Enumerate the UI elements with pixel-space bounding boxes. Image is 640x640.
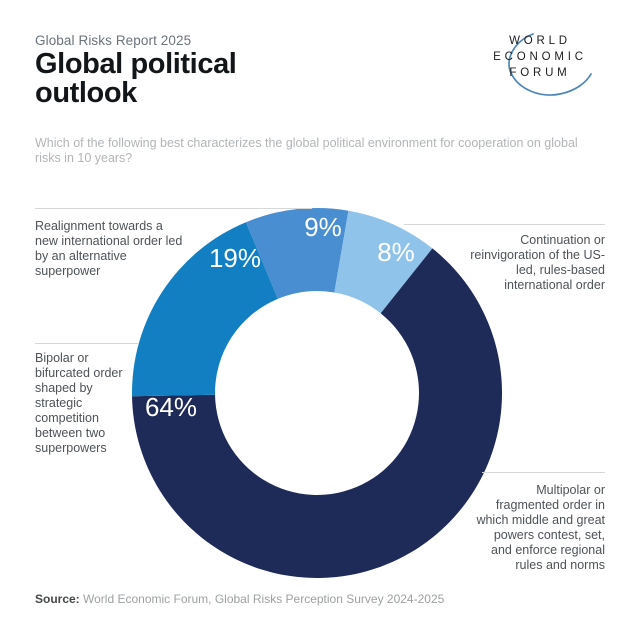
wef-swoosh-icon <box>508 33 592 96</box>
donut-slice-continuation <box>334 210 433 314</box>
wef-logo-word-forum: FORUM <box>509 67 570 79</box>
slice-value-label-continuation: 8% <box>377 237 415 267</box>
page-title: Global political outlook <box>35 48 237 109</box>
wef-logo-word-economic: ECONOMIC <box>493 51 587 63</box>
slice-value-label-realignment: 9% <box>304 212 342 242</box>
donut-slice-multipolar <box>132 248 503 579</box>
source-line: Source: World Economic Forum, Global Ris… <box>35 592 444 606</box>
source-prefix: Source: <box>35 592 80 606</box>
donut-slice-realignment <box>245 208 349 299</box>
slice-label-realignment: Realignment towards a new international … <box>35 219 183 278</box>
wef-logo: WORLD ECONOMIC FORUM <box>493 33 592 96</box>
source-text: World Economic Forum, Global Risks Perce… <box>79 592 445 606</box>
leader-line-bipolar <box>35 343 139 344</box>
slice-value-label-bipolar: 19% <box>209 243 261 273</box>
survey-question: Which of the following best characterize… <box>35 136 578 165</box>
leader-line-multipolar <box>482 472 605 473</box>
leader-line-realignment <box>35 208 312 209</box>
leader-line-continuation <box>404 224 605 225</box>
slice-label-bipolar: Bipolar or bifurcated order shaped by st… <box>35 351 123 455</box>
wef-logo-word-world: WORLD <box>509 35 571 47</box>
slice-value-label-multipolar: 64% <box>145 392 197 422</box>
donut-slice-bipolar <box>132 222 278 397</box>
report-kicker: Global Risks Report 2025 <box>35 33 192 48</box>
slice-label-multipolar: Multipolar or fragmented order in which … <box>476 483 605 572</box>
slice-label-continuation: Continuation or reinvigoration of the US… <box>470 233 605 292</box>
